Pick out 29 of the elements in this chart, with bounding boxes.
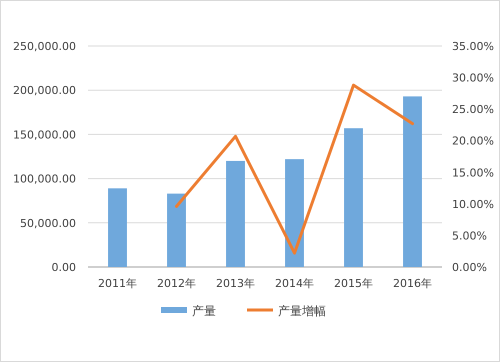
y2-tick-label: 0.00% <box>452 261 487 274</box>
x-tick-label: 2014年 <box>275 277 314 290</box>
bar <box>226 160 245 267</box>
x-tick-label: 2011年 <box>98 277 137 290</box>
y2-tick-label: 25.00% <box>452 103 494 116</box>
y-tick-label: 50,000.00 <box>20 216 76 230</box>
x-tick-label: 2013年 <box>216 277 255 290</box>
legend-label: 产量增幅 <box>278 304 326 318</box>
y2-tick-label: 5.00% <box>452 229 487 242</box>
y2-tick-label: 10.00% <box>452 198 494 211</box>
x-tick-label: 2015年 <box>334 277 373 290</box>
bar <box>344 128 363 267</box>
bar <box>285 159 304 267</box>
bar <box>403 96 422 267</box>
y-tick-label: 150,000.00 <box>13 128 76 142</box>
y2-tick-label: 15.00% <box>452 166 494 180</box>
y-tick-label: 100,000.00 <box>13 172 76 186</box>
x-tick-label: 2016年 <box>393 277 432 290</box>
bar <box>167 194 186 267</box>
y-tick-label: 200,000.00 <box>13 84 76 98</box>
y2-tick-label: 20.00% <box>452 134 494 148</box>
y2-tick-label: 35.00% <box>452 40 494 53</box>
y2-tick-label: 30.00% <box>452 72 494 85</box>
legend-label: 产量 <box>192 304 216 318</box>
line-series <box>175 84 414 255</box>
bar <box>108 188 127 267</box>
y-tick-label: 250,000.00 <box>13 40 76 53</box>
y-tick-label: 0.00 <box>52 261 76 274</box>
x-tick-label: 2012年 <box>157 277 196 290</box>
